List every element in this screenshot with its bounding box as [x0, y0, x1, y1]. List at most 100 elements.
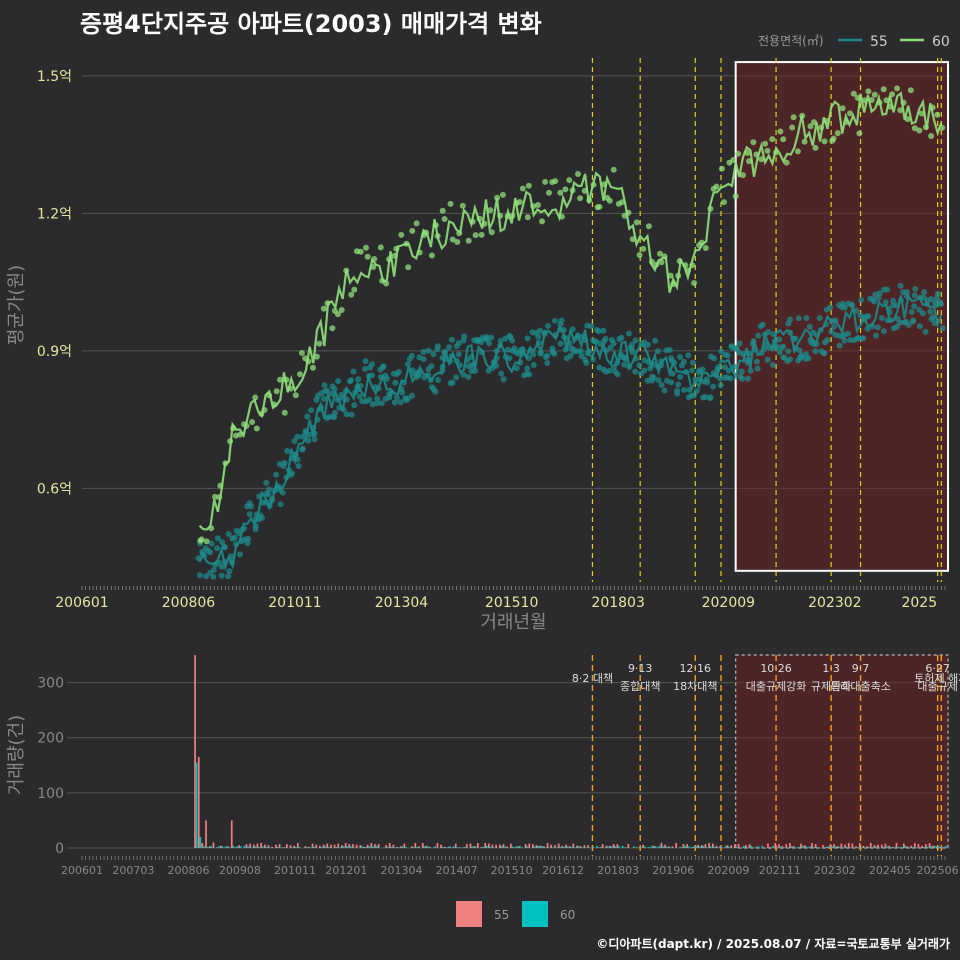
bottom-legend-label-60: 60 — [560, 908, 575, 922]
bottom-bar-60 — [456, 847, 459, 848]
bottom-bar-55 — [917, 844, 920, 848]
top-line-60 — [198, 91, 943, 531]
bottom-bar-55 — [814, 844, 817, 848]
top-point-55 — [724, 352, 731, 359]
bottom-bar-60 — [665, 846, 668, 848]
top-point-55 — [871, 298, 878, 305]
top-point-55 — [702, 394, 709, 400]
bottom-bar-55 — [690, 847, 692, 848]
bottom-bar-55 — [341, 845, 343, 848]
top-point-55 — [773, 343, 780, 350]
bottom-bar-60 — [236, 846, 238, 848]
bottom-bar-55 — [480, 846, 483, 848]
bottom-annotation: 12·16 — [680, 662, 712, 675]
top-point-55 — [841, 337, 848, 344]
top-point-55 — [338, 392, 345, 398]
top-point-55 — [738, 368, 745, 375]
top-point-60 — [320, 305, 327, 312]
bottom-bar-60 — [761, 845, 764, 848]
top-point-60 — [847, 110, 853, 117]
top-point-60 — [640, 245, 647, 252]
top-point-55 — [806, 323, 813, 330]
top-point-55 — [666, 346, 673, 353]
bottom-bar-55 — [304, 846, 307, 848]
bottom-bar-60 — [882, 846, 885, 848]
bottom-bar-60 — [434, 846, 437, 848]
bottom-bar-55 — [359, 845, 362, 848]
top-highlight-region — [734, 61, 949, 572]
bottom-bar-55 — [462, 847, 464, 848]
bottom-bar-60 — [548, 847, 551, 848]
bottom-x-tick-label: 200806 — [167, 864, 209, 877]
bottom-bar-55 — [256, 843, 259, 848]
bottom-bar-60 — [735, 846, 738, 848]
top-point-60 — [871, 91, 878, 98]
bottom-bar-55 — [216, 847, 218, 848]
top-point-60 — [249, 419, 256, 425]
top-point-55 — [299, 446, 306, 453]
bottom-bar-55 — [891, 846, 894, 848]
top-point-55 — [816, 315, 823, 321]
top-point-60 — [546, 189, 552, 196]
top-point-60 — [357, 248, 364, 255]
top-point-60 — [413, 220, 420, 227]
bottom-bar-55 — [873, 845, 876, 848]
top-point-55 — [905, 321, 912, 328]
bottom-bar-55 — [741, 847, 744, 848]
bottom-bar-60 — [247, 846, 249, 848]
top-point-55 — [894, 323, 900, 330]
top-legend-label-60: 60 — [932, 34, 950, 50]
bottom-bar-55 — [667, 846, 670, 848]
bottom-bar-55 — [443, 846, 446, 848]
bottom-annotation: 종합대책 — [620, 680, 660, 693]
bottom-bar-55 — [484, 843, 486, 848]
bottom-bar-60 — [563, 846, 565, 848]
top-point-55 — [408, 352, 415, 359]
bottom-bar-55 — [858, 843, 861, 848]
top-point-60 — [575, 171, 581, 177]
top-point-55 — [460, 371, 467, 378]
top-point-55 — [680, 387, 687, 393]
top-point-55 — [628, 346, 635, 352]
top-point-60 — [633, 219, 640, 226]
top-point-55 — [409, 392, 416, 399]
bottom-bar-60 — [599, 846, 602, 848]
bottom-bar-60 — [923, 846, 925, 848]
top-point-60 — [907, 87, 914, 94]
top-point-55 — [693, 388, 700, 394]
top-point-55 — [324, 387, 331, 394]
top-point-55 — [769, 361, 776, 368]
top-point-55 — [530, 351, 537, 358]
top-point-55 — [727, 375, 734, 382]
top-point-55 — [711, 355, 718, 362]
bottom-bar-55 — [197, 757, 200, 848]
bottom-bar-60 — [900, 846, 903, 848]
bottom-bar-55 — [245, 844, 248, 848]
bottom-bar-55 — [418, 846, 420, 848]
bottom-bar-60 — [618, 846, 620, 848]
bottom-legend-key-55 — [456, 901, 482, 927]
bottom-bar-55 — [264, 844, 266, 848]
top-point-55 — [513, 365, 520, 372]
bottom-bar-55 — [914, 843, 916, 848]
top-point-55 — [911, 303, 918, 310]
bottom-bar-60 — [452, 846, 455, 848]
bottom-bar-55 — [800, 843, 802, 848]
bottom-bar-55 — [223, 847, 226, 848]
bottom-bar-60 — [463, 846, 466, 848]
top-point-55 — [196, 572, 203, 579]
top-point-55 — [754, 365, 761, 372]
top-point-55 — [351, 402, 358, 409]
top-point-60 — [721, 199, 727, 206]
bottom-bar-55 — [399, 846, 402, 848]
top-point-60 — [934, 111, 941, 118]
bottom-bar-55 — [212, 842, 215, 848]
bottom-bar-60 — [809, 846, 811, 848]
bottom-bar-55 — [396, 846, 398, 848]
top-point-55 — [380, 363, 387, 370]
bottom-bar-55 — [557, 843, 560, 848]
bottom-bar-60 — [280, 847, 282, 848]
top-point-60 — [298, 350, 305, 356]
top-point-55 — [896, 319, 903, 326]
bottom-bar-55 — [219, 845, 222, 848]
